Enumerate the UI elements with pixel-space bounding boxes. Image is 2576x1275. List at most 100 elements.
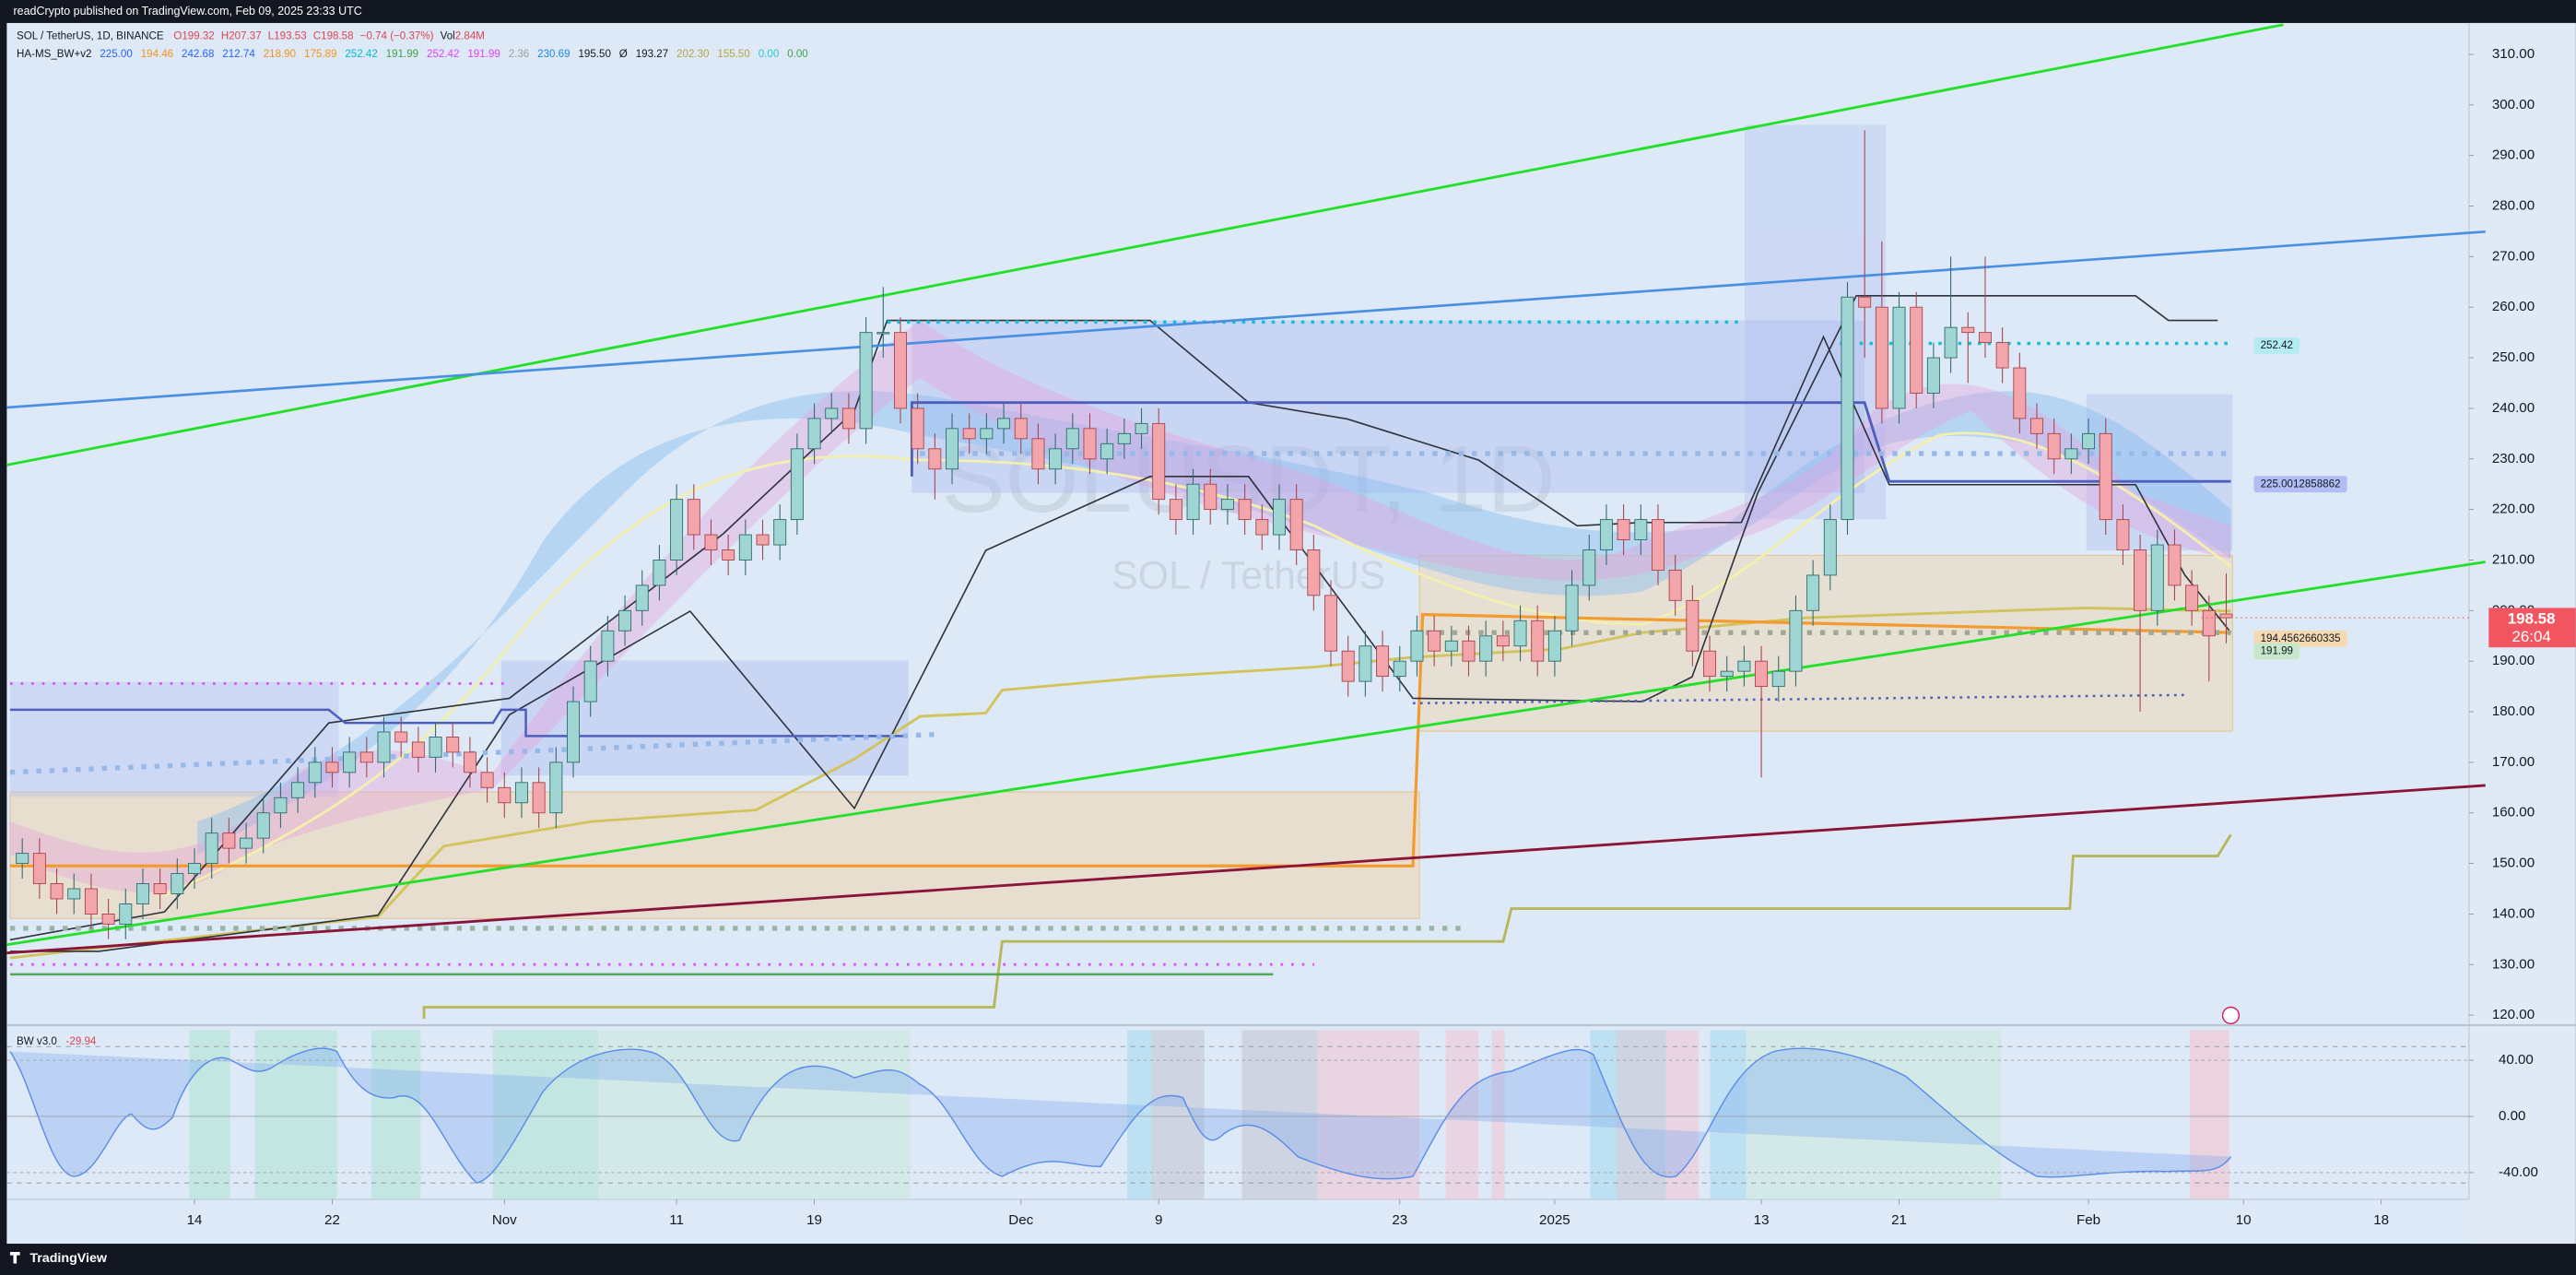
osc-shade	[1241, 1030, 1318, 1200]
candle-body	[1875, 306, 1888, 409]
time-tick-label: 11	[669, 1212, 684, 1228]
time-tick-label: 22	[324, 1212, 340, 1228]
candle-body	[583, 660, 597, 702]
indicator-value: 242.68	[182, 49, 214, 60]
legend-value: L193.53	[268, 30, 307, 41]
indicator-value: 0.00	[787, 49, 808, 60]
candle-body	[859, 332, 873, 430]
candle-body	[962, 428, 976, 440]
oscillator-value: -29.94	[66, 1036, 97, 1047]
candle-body	[171, 873, 184, 894]
candle-body	[325, 761, 339, 773]
supply-zone	[912, 320, 1865, 493]
candle-body	[841, 407, 855, 430]
legend-value: C198.58	[313, 30, 354, 41]
candle-body	[429, 737, 442, 758]
candle-body	[1686, 599, 1700, 652]
footer-bar	[0, 1244, 2576, 1275]
candle-body	[653, 560, 666, 586]
legend-value: Vol	[441, 30, 455, 41]
indicator-legend: HA-MS_BW+v2	[17, 49, 91, 60]
osc-shade	[1665, 1030, 1700, 1200]
time-tick-label: 2025	[1539, 1212, 1570, 1228]
osc-tick-label: 0.00	[2499, 1108, 2525, 1124]
price-tick-label: 280.00	[2492, 198, 2535, 214]
candle-body	[153, 883, 167, 894]
indicator-value: 252.42	[427, 49, 459, 60]
candle-body	[1565, 584, 1579, 632]
cloud-band	[197, 391, 2231, 855]
price-tick-label: 190.00	[2492, 653, 2535, 668]
bar-countdown: 26:04	[2511, 628, 2550, 645]
candle-body	[1668, 569, 1682, 601]
time-tick-label: 19	[806, 1212, 822, 1228]
osc-shade	[1445, 1030, 1479, 1200]
candle-body	[911, 407, 924, 450]
trend-line	[6, 561, 2486, 947]
candle-body	[1961, 326, 1975, 334]
candle-body	[1307, 549, 1321, 596]
trend-line	[6, 23, 2284, 466]
candle-body	[480, 772, 494, 788]
candle-body	[1703, 650, 1717, 678]
osc-shade	[371, 1030, 421, 1200]
publisher-note: readCrypto published on TradingView.com,…	[14, 5, 362, 18]
ma-line	[163, 431, 2232, 897]
candle-body	[16, 853, 29, 865]
candle-body	[1444, 640, 1458, 652]
candle-body	[1186, 483, 1200, 521]
candle-body	[222, 832, 236, 849]
price-label: 225.0012858862	[2261, 478, 2341, 490]
candle-body	[1479, 635, 1493, 662]
last-price-box	[2488, 608, 2576, 648]
candle-body	[928, 448, 942, 470]
candle-body	[997, 418, 1011, 430]
price-tick-label: 310.00	[2492, 46, 2535, 62]
candle-body	[2185, 584, 2199, 611]
candle-body	[738, 534, 752, 561]
candle-body	[1341, 650, 1355, 682]
price-tick-label: 250.00	[2492, 349, 2535, 365]
trend-line	[6, 784, 2486, 955]
candle-body	[1031, 438, 1045, 470]
time-tick-label: 10	[2236, 1212, 2252, 1228]
candle-body	[2082, 432, 2096, 450]
candle-body	[2134, 549, 2147, 611]
candle-body	[773, 519, 787, 546]
candle-body	[32, 853, 46, 884]
candle-body	[807, 418, 821, 450]
candle-body	[1617, 519, 1630, 540]
supply-zone	[9, 681, 339, 797]
candle-body	[1169, 499, 1182, 521]
osc-shade	[1151, 1030, 1205, 1200]
osc-shade	[1616, 1030, 1666, 1200]
candle-body	[1393, 660, 1406, 678]
time-tick-label: 13	[1754, 1212, 1770, 1228]
last-price: 198.58	[2508, 609, 2556, 627]
candle-body	[2099, 432, 2112, 521]
time-tick-label: Feb	[2076, 1212, 2100, 1228]
price-tick-label: 130.00	[2492, 956, 2535, 972]
candle-body	[1531, 620, 1545, 662]
price-label: 191.99	[2261, 645, 2293, 656]
indicator-value: Ø	[619, 49, 628, 60]
price-tick-label: 160.00	[2492, 805, 2535, 820]
candle-body	[1755, 660, 1769, 688]
time-tick-label: 14	[187, 1212, 203, 1228]
candle-body	[704, 534, 718, 550]
time-tick-label: 21	[1891, 1212, 1907, 1228]
price-tick-label: 220.00	[2492, 502, 2535, 517]
candle-body	[1582, 549, 1596, 586]
candle-body	[2219, 613, 2233, 619]
indicator-value: 2.36	[509, 49, 530, 60]
price-tick-label: 270.00	[2492, 248, 2535, 264]
footer-brand: TradingView	[29, 1251, 108, 1266]
candle-body	[1771, 670, 1785, 688]
legend-value: O199.32	[173, 30, 214, 41]
legend-value: −0.74 (−0.37%)	[360, 30, 434, 41]
candle-body	[411, 741, 425, 758]
alert-icon[interactable]	[2221, 1006, 2241, 1025]
candle-body	[532, 782, 546, 814]
price-tick-label: 230.00	[2492, 451, 2535, 466]
